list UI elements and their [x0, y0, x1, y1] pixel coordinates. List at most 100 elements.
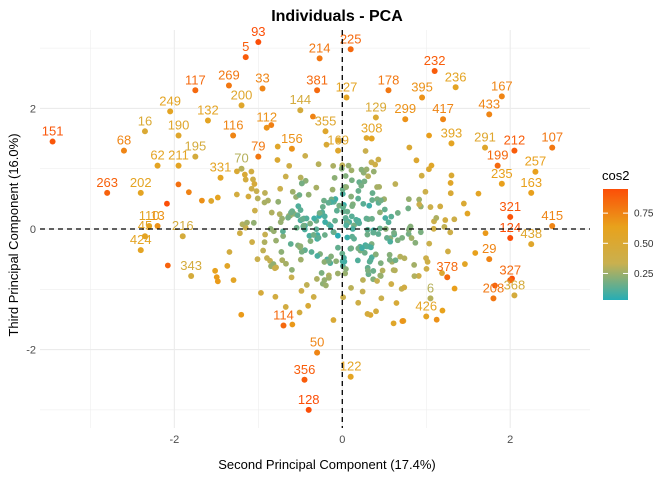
point-label-331: 331: [210, 160, 232, 175]
data-point: [345, 162, 352, 169]
data-point: [384, 235, 390, 241]
data-point: [348, 177, 355, 184]
point-label-122: 122: [340, 359, 362, 374]
data-point: [254, 195, 261, 202]
data-point-33: [259, 85, 266, 92]
chart-title: Individuals - PCA: [271, 8, 403, 25]
data-point: [381, 206, 388, 213]
point-label-225: 225: [340, 31, 362, 46]
y-axis-title: Third Principal Component (16.0%): [6, 133, 21, 336]
data-point: [366, 258, 373, 265]
data-point: [238, 311, 245, 318]
data-point-132: [204, 117, 211, 124]
data-point: [355, 195, 362, 202]
data-point: [369, 190, 376, 196]
data-point: [364, 311, 371, 317]
legend-tick-label: 0.50: [634, 239, 654, 250]
data-point: [406, 226, 412, 233]
data-point: [363, 215, 370, 222]
data-point: [374, 278, 380, 284]
data-point-156: [288, 145, 295, 152]
data-point: [244, 219, 250, 226]
data-point: [377, 225, 383, 232]
data-point: [464, 210, 471, 217]
point-label-163: 163: [520, 175, 542, 190]
data-point-93: [255, 39, 262, 46]
point-label-291: 291: [474, 130, 496, 145]
data-point: [282, 173, 289, 180]
data-point: [399, 318, 406, 324]
data-point: [236, 230, 243, 237]
data-point: [321, 232, 328, 238]
data-point-378: [444, 274, 451, 281]
data-point: [359, 288, 366, 295]
data-point: [382, 215, 389, 221]
data-point-79: [255, 153, 262, 160]
data-point: [482, 230, 489, 237]
data-point: [367, 244, 374, 251]
data-point: [328, 253, 334, 260]
data-point: [373, 308, 379, 315]
data-point-114: [280, 322, 287, 329]
data-point: [386, 256, 393, 263]
data-point: [327, 223, 334, 229]
data-point: [308, 249, 315, 255]
data-point: [261, 199, 268, 206]
data-point: [333, 258, 340, 265]
data-point: [297, 243, 304, 250]
data-point: [372, 251, 379, 258]
data-point: [241, 171, 248, 178]
data-point: [369, 197, 376, 203]
data-point: [415, 273, 422, 279]
data-point: [405, 231, 412, 237]
data-point: [472, 250, 479, 256]
point-label-5: 5: [242, 39, 249, 54]
data-point: [372, 161, 379, 168]
data-point: [248, 168, 255, 175]
data-point: [230, 277, 237, 283]
data-point-249: [167, 108, 174, 115]
data-point-232: [431, 68, 438, 75]
data-point: [310, 232, 317, 238]
data-point: [391, 229, 397, 236]
data-point: [185, 189, 192, 196]
data-point-438: [528, 241, 535, 248]
axes-layer: -2 0 2 -2 0 2: [26, 30, 590, 446]
data-point: [358, 182, 365, 189]
data-point: [234, 168, 240, 175]
data-point-163: [528, 189, 535, 196]
data-point-68: [120, 147, 127, 154]
data-point: [296, 192, 303, 198]
data-point-331: [217, 174, 224, 181]
data-point: [277, 185, 284, 192]
data-point: [406, 144, 413, 151]
data-point: [253, 188, 260, 195]
point-label-114: 114: [273, 307, 294, 322]
legend: cos2 0.25 0.50 0.75: [602, 168, 654, 300]
data-point: [437, 203, 444, 210]
data-point: [289, 321, 296, 328]
data-point: [361, 249, 368, 256]
data-point: [363, 243, 370, 250]
data-point: [262, 231, 269, 238]
data-point: [377, 260, 384, 267]
data-point: [369, 215, 375, 222]
x-tick-label: 0: [339, 434, 345, 446]
data-point: [385, 219, 392, 226]
point-label-415: 415: [541, 208, 563, 223]
data-point: [411, 273, 418, 279]
data-point: [264, 255, 270, 261]
point-label-151: 151: [42, 124, 64, 139]
data-point: [439, 270, 445, 276]
data-point: [313, 276, 320, 282]
data-point: [416, 196, 423, 203]
data-point-269: [225, 82, 232, 89]
data-point: [315, 161, 322, 168]
data-point: [359, 245, 365, 252]
point-label-216: 216: [172, 218, 194, 233]
data-point: [364, 226, 371, 233]
data-point: [245, 193, 252, 200]
data-point: [297, 207, 304, 213]
data-point: [349, 233, 356, 240]
point-label-16: 16: [138, 113, 152, 128]
